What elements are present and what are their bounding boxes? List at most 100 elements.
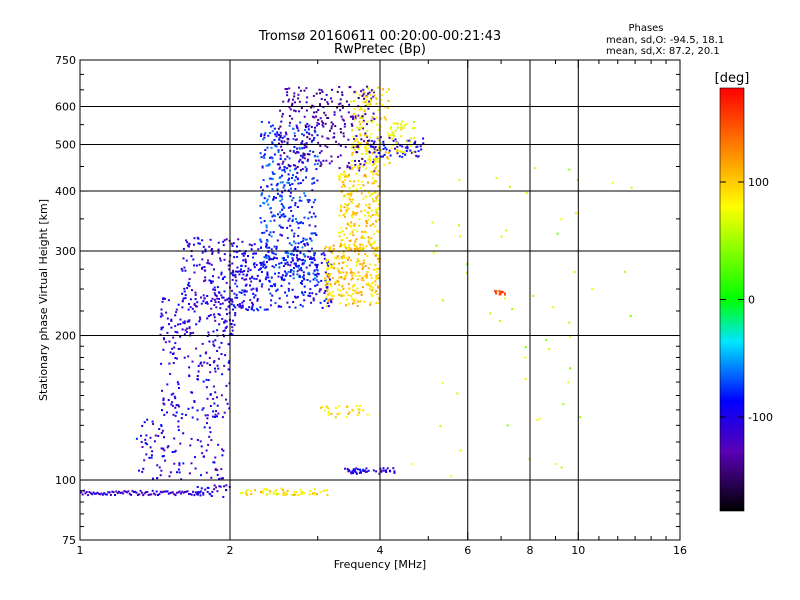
data-point <box>361 277 364 280</box>
data-point <box>302 152 305 155</box>
data-point <box>294 218 297 220</box>
data-point <box>225 325 228 328</box>
data-point <box>203 361 206 364</box>
data-point <box>81 493 84 496</box>
data-point <box>280 276 283 279</box>
data-point <box>315 234 318 236</box>
data-point <box>357 205 360 208</box>
data-point <box>343 125 346 128</box>
data-point <box>269 304 272 307</box>
data-point <box>251 305 254 308</box>
data-point <box>339 204 342 207</box>
data-point <box>346 193 349 196</box>
data-point <box>299 303 302 306</box>
data-point <box>293 232 296 235</box>
data-point <box>354 213 357 216</box>
data-point <box>200 474 202 477</box>
data-point <box>171 401 174 404</box>
data-point <box>231 298 233 301</box>
data-point <box>372 192 375 194</box>
data-point <box>310 106 313 109</box>
data-point <box>323 299 326 302</box>
data-point <box>375 220 378 223</box>
data-point <box>211 415 214 418</box>
data-point <box>369 215 372 218</box>
data-point <box>197 365 200 367</box>
data-point <box>623 270 626 273</box>
data-point <box>339 128 342 130</box>
data-point <box>220 294 223 297</box>
data-point <box>386 467 389 470</box>
data-point <box>182 257 185 260</box>
data-point <box>365 222 368 225</box>
data-point <box>353 165 356 168</box>
data-point <box>366 85 369 88</box>
data-point <box>213 268 215 271</box>
data-point <box>336 267 339 270</box>
data-point <box>160 432 163 434</box>
data-point <box>348 247 350 250</box>
data-point <box>314 284 317 287</box>
data-point <box>185 259 188 262</box>
data-point <box>204 301 207 304</box>
data-point <box>405 149 408 152</box>
data-point <box>99 493 102 496</box>
data-point <box>352 243 355 246</box>
data-point <box>201 267 203 270</box>
data-point <box>372 182 375 185</box>
data-point <box>218 477 221 480</box>
data-point <box>375 267 378 270</box>
data-point <box>369 136 372 139</box>
data-point <box>314 277 317 280</box>
data-point <box>303 278 306 281</box>
data-point <box>285 272 288 275</box>
data-point <box>266 488 269 491</box>
data-point <box>156 477 159 480</box>
data-point <box>170 326 173 329</box>
data-point <box>376 157 379 160</box>
data-point <box>260 221 263 224</box>
data-point <box>197 370 200 373</box>
data-point <box>354 164 357 166</box>
data-point <box>320 261 323 264</box>
data-point <box>191 391 194 394</box>
data-point <box>351 408 354 411</box>
data-point <box>371 295 374 298</box>
data-point <box>303 216 306 219</box>
data-point <box>265 308 268 311</box>
data-point <box>380 470 383 473</box>
data-point <box>154 493 157 496</box>
data-point <box>349 239 352 242</box>
data-point <box>343 261 346 264</box>
data-point <box>151 489 154 492</box>
data-point <box>301 246 304 249</box>
data-point <box>348 224 351 227</box>
data-point <box>404 124 406 127</box>
data-point <box>394 122 397 125</box>
data-point <box>313 137 316 139</box>
data-point <box>368 151 371 154</box>
data-point <box>162 297 165 300</box>
data-point <box>348 256 351 259</box>
data-point <box>316 134 319 137</box>
data-point <box>320 253 323 256</box>
data-point <box>281 181 284 184</box>
data-point <box>209 314 212 317</box>
data-point <box>289 149 292 152</box>
data-point <box>366 104 369 107</box>
data-point <box>344 215 346 218</box>
data-point <box>217 313 220 315</box>
data-point <box>244 265 247 268</box>
data-point <box>296 206 299 208</box>
data-point <box>167 399 170 401</box>
data-point <box>260 186 262 189</box>
data-point <box>271 130 274 133</box>
data-point <box>416 155 419 158</box>
data-point <box>298 199 301 202</box>
data-point <box>138 469 140 472</box>
data-point <box>340 131 342 134</box>
data-point <box>280 195 283 198</box>
data-point <box>347 248 350 251</box>
data-point <box>287 289 290 292</box>
data-point <box>338 405 341 408</box>
